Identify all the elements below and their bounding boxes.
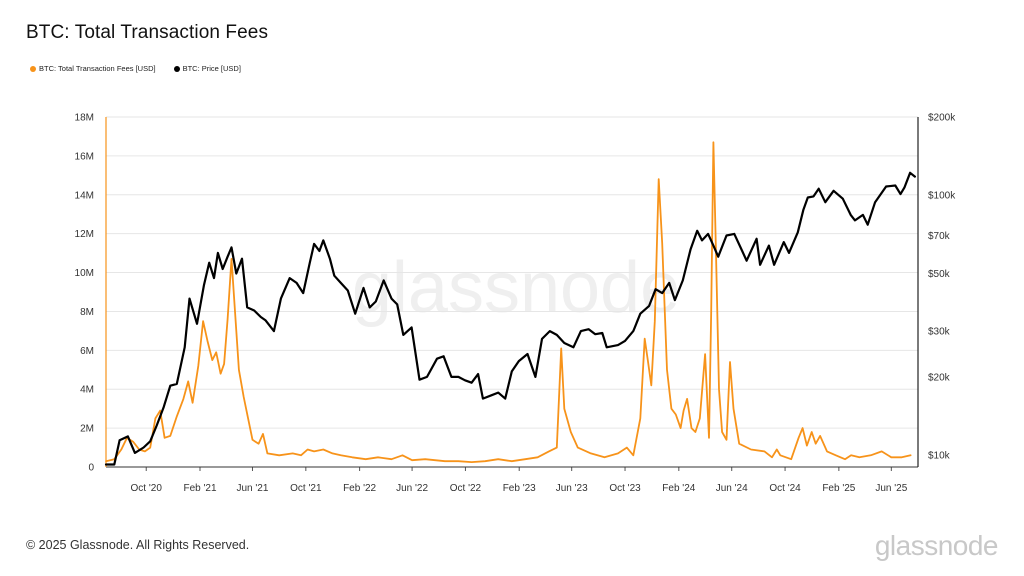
legend-label-fees: BTC: Total Transaction Fees [USD]	[39, 64, 156, 73]
series-line-price[interactable]	[104, 171, 916, 466]
legend-item-price[interactable]: BTC: Price [USD]	[173, 64, 241, 73]
x-tick-label: Oct '20	[131, 483, 163, 494]
x-tick-label: Jun '23	[556, 483, 588, 494]
y-tick-label-left: 12M	[75, 229, 94, 240]
x-tick-label: Oct '23	[609, 483, 641, 494]
x-tick-label: Feb '21	[183, 483, 216, 494]
y-tick-label-right: $20k	[928, 372, 951, 383]
x-tick-label: Jun '24	[716, 483, 748, 494]
y-tick-label-right: $10k	[928, 451, 951, 462]
x-tick-label: Jun '21	[237, 483, 269, 494]
glassnode-logo: glassnode	[874, 530, 999, 561]
legend-label-price: BTC: Price [USD]	[182, 64, 241, 73]
y-tick-label-left: 14M	[75, 190, 94, 201]
x-tick-label: Jun '22	[396, 483, 428, 494]
chart-title: BTC: Total Transaction Fees	[26, 22, 269, 43]
x-tick-label: Jun '25	[875, 483, 907, 494]
copyright-text: © 2025 Glassnode. All Rights Reserved.	[26, 538, 250, 552]
x-tick-label: Oct '21	[290, 483, 322, 494]
y-tick-label-left: 18M	[75, 113, 94, 124]
y-tick-label-right: $70k	[928, 231, 951, 242]
x-tick-label: Feb '22	[343, 483, 376, 494]
x-tick-label: Oct '22	[450, 483, 482, 494]
series-line-fees[interactable]	[105, 141, 912, 463]
x-tick-label: Feb '24	[662, 483, 695, 494]
x-tick-label: Oct '24	[769, 483, 801, 494]
y-tick-label-left: 10M	[75, 268, 94, 279]
y-tick-label-left: 8M	[80, 307, 94, 318]
legend: BTC: Total Transaction Fees [USD] BTC: P…	[30, 64, 241, 73]
x-tick-label: Feb '23	[503, 483, 536, 494]
y-tick-label-left: 0	[88, 463, 94, 474]
y-tick-label-left: 2M	[80, 424, 94, 435]
y-tick-label-right: $100k	[928, 191, 956, 202]
y-tick-label-left: 6M	[80, 346, 94, 357]
y-tick-label-right: $200k	[928, 113, 956, 124]
watermark: glassnode	[352, 248, 680, 328]
y-tick-label-left: 16M	[75, 151, 94, 162]
legend-item-fees[interactable]: BTC: Total Transaction Fees [USD]	[30, 64, 156, 73]
y-tick-label-right: $50k	[928, 269, 951, 280]
legend-dot-price	[173, 65, 180, 72]
y-tick-label-left: 4M	[80, 385, 94, 396]
legend-dot-fees	[30, 65, 36, 72]
y-tick-label-right: $30k	[928, 327, 951, 338]
x-tick-label: Feb '25	[822, 483, 855, 494]
